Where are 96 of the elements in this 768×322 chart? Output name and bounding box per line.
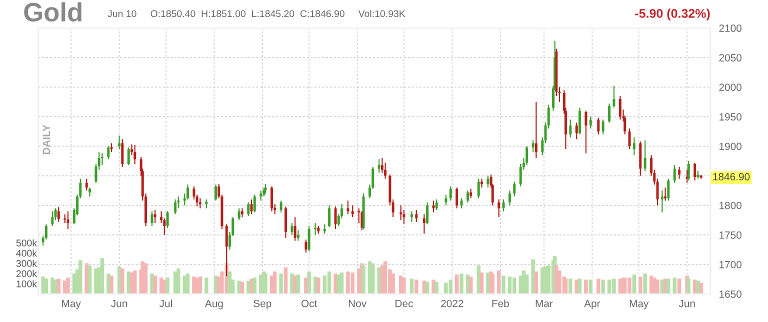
bar — [601, 280, 605, 294]
x-tick-label: May — [630, 300, 649, 310]
x-tick-label: Nov — [348, 300, 367, 308]
bar — [252, 278, 256, 294]
bar — [166, 278, 170, 294]
bar — [534, 271, 538, 294]
x-tick-label: Sep — [254, 300, 272, 310]
bar — [186, 274, 190, 294]
bar — [88, 265, 92, 294]
bar — [293, 276, 297, 294]
bar — [672, 278, 676, 294]
bar — [531, 259, 535, 294]
x-tick-label: Dec — [396, 300, 413, 308]
bar — [54, 280, 58, 294]
bar — [204, 278, 208, 294]
bar — [279, 274, 283, 294]
bar — [596, 278, 600, 294]
y2-tick-label: 200k — [16, 270, 38, 278]
bar — [316, 278, 320, 294]
x-tick-label: Jun — [678, 300, 695, 308]
chart-subtitle: Jun 10 O:1850.40 H:1851.00 L:1845.20 C:1846.90 Vol:10.93K — [108, 10, 406, 18]
bar — [132, 270, 137, 294]
x-tick-label: May — [62, 300, 81, 310]
bar — [250, 278, 254, 294]
bar — [578, 278, 582, 294]
bar — [340, 272, 344, 294]
bar — [327, 271, 332, 294]
y2-tick-label: 100k — [16, 280, 38, 288]
bar — [480, 272, 484, 294]
y-tick-label: 1650 — [720, 290, 742, 298]
y-tick-label: 1900 — [720, 142, 742, 150]
bar — [120, 268, 124, 294]
bar — [656, 280, 660, 294]
bar — [198, 276, 202, 294]
x-tick-label: Feb — [492, 300, 509, 308]
y-tick-label: 2000 — [719, 84, 742, 91]
bar — [568, 278, 572, 294]
annotation: DAILY — [42, 124, 50, 154]
y-tick-label: 1750 — [720, 231, 742, 239]
bar — [434, 282, 438, 294]
bar — [284, 267, 288, 294]
bar — [490, 274, 494, 294]
bar — [240, 282, 244, 294]
bar — [643, 274, 647, 294]
bar — [176, 268, 180, 294]
bar — [78, 260, 82, 294]
bar — [460, 274, 464, 294]
bar — [584, 280, 588, 294]
text: -5.90 (0.32%) — [635, 8, 710, 20]
y2-tick-label: 300k — [16, 260, 38, 267]
bar — [454, 274, 459, 294]
bar — [377, 267, 381, 294]
y2-tick-label: 400k — [16, 250, 38, 257]
x-tick-label: Aug — [204, 300, 223, 310]
bar — [237, 280, 241, 294]
y-tick-label: 1950 — [720, 113, 742, 121]
x-tick-label: Jun — [111, 300, 128, 308]
bar — [632, 274, 636, 294]
bar — [56, 278, 60, 294]
y-tick-label: 2050 — [719, 54, 742, 62]
x-tick-label: Mar — [536, 300, 553, 308]
bar — [402, 278, 406, 294]
bar — [502, 276, 506, 294]
bar — [272, 271, 277, 294]
annotation: 1846.90 — [713, 173, 750, 180]
bar — [699, 282, 703, 294]
bar — [144, 263, 148, 294]
y-tick-label: 1700 — [720, 260, 742, 268]
bar — [432, 280, 436, 294]
bar — [110, 276, 114, 294]
bar — [677, 278, 682, 294]
bar — [524, 274, 529, 294]
x-tick-label: Oct — [301, 300, 318, 308]
bar — [425, 282, 430, 294]
bar — [410, 278, 414, 294]
bar — [100, 258, 104, 294]
bar — [414, 280, 418, 294]
x-tick-label: 2022 — [441, 300, 464, 308]
bar — [370, 263, 375, 294]
bar — [391, 274, 395, 294]
y2-tick-label: 500k — [16, 239, 38, 246]
bar — [638, 276, 642, 294]
bar — [66, 278, 70, 294]
bar — [666, 278, 670, 294]
x-tick-label: Apr — [584, 300, 600, 310]
bar — [468, 276, 473, 294]
bar — [296, 274, 300, 294]
bar — [307, 271, 311, 294]
y-tick-label: 1800 — [720, 202, 742, 210]
y-tick-label: 2100 — [719, 24, 742, 32]
x-tick-label: Jul — [159, 300, 172, 308]
bar — [334, 274, 338, 294]
chart-title: Gold — [24, 2, 82, 22]
bar — [44, 278, 48, 294]
bar — [41, 276, 45, 294]
bar — [153, 276, 157, 294]
